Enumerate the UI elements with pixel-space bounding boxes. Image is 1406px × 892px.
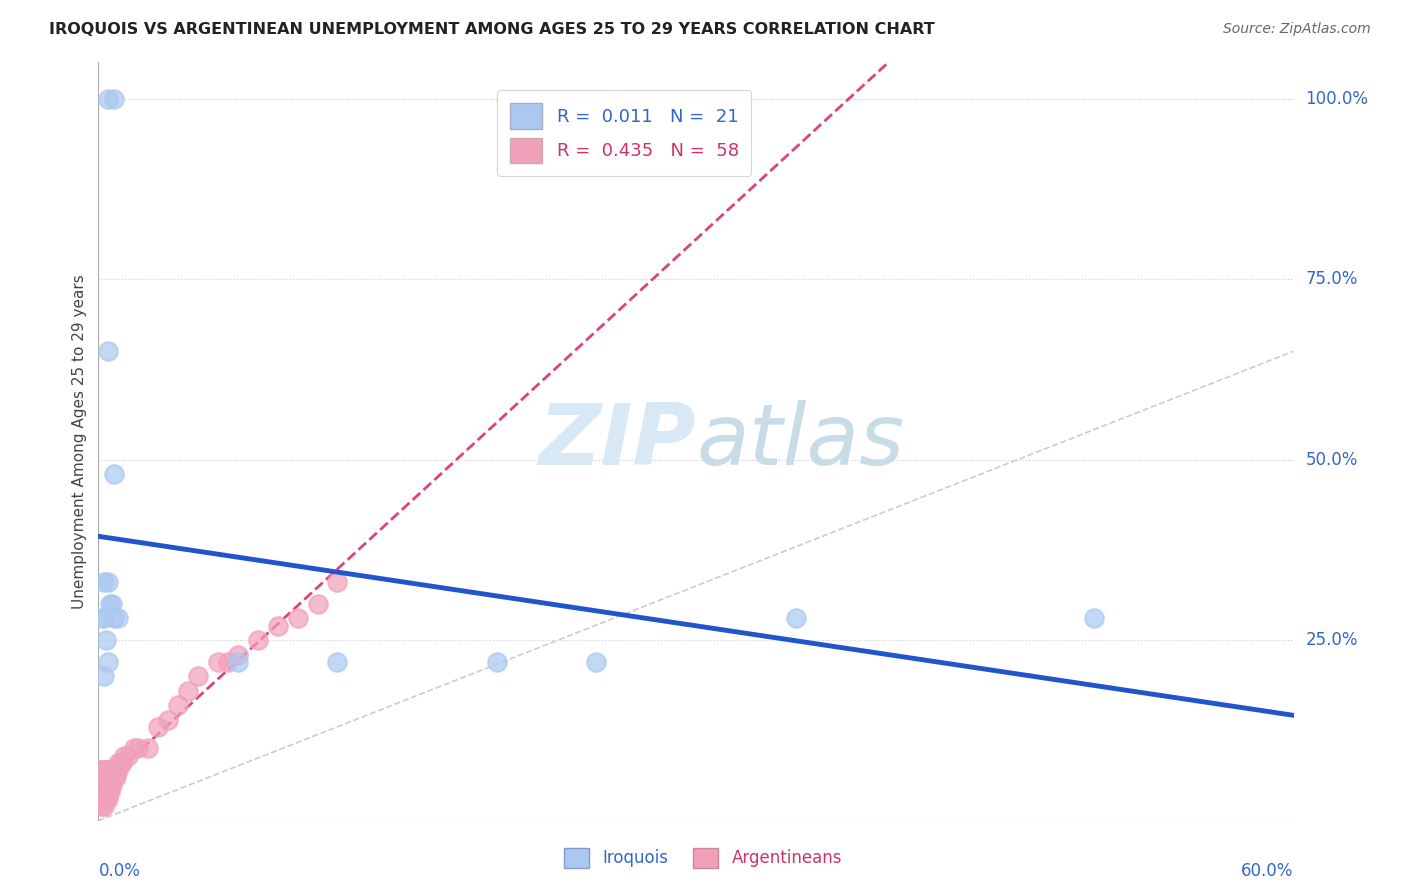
Point <box>107 763 129 777</box>
Point <box>124 741 146 756</box>
Point <box>226 655 249 669</box>
Point <box>267 618 290 632</box>
Point <box>217 655 239 669</box>
Point <box>89 792 111 806</box>
Point <box>96 633 118 648</box>
Point <box>485 655 508 669</box>
Point <box>97 655 120 669</box>
Point <box>93 770 115 784</box>
Point <box>93 575 115 590</box>
Point <box>98 778 122 792</box>
Point <box>226 648 249 662</box>
Point <box>107 611 129 625</box>
Point <box>97 91 120 105</box>
Point <box>103 467 125 481</box>
Point <box>307 597 329 611</box>
Text: 75.0%: 75.0% <box>1306 270 1358 288</box>
Point <box>101 770 124 784</box>
Text: 100.0%: 100.0% <box>1306 89 1368 108</box>
Point <box>103 91 125 105</box>
Point <box>105 770 128 784</box>
Point <box>785 611 807 625</box>
Point <box>326 575 349 590</box>
Point <box>127 741 149 756</box>
Point <box>96 785 118 799</box>
Point <box>93 792 115 806</box>
Point <box>91 770 114 784</box>
Text: atlas: atlas <box>696 400 904 483</box>
Point <box>96 792 118 806</box>
Point <box>157 713 180 727</box>
Point <box>93 785 115 799</box>
Point <box>97 763 120 777</box>
Text: 0.0%: 0.0% <box>98 863 141 880</box>
Point <box>93 611 115 625</box>
Point <box>103 763 125 777</box>
Point <box>187 669 209 683</box>
Point <box>91 611 114 625</box>
Point <box>91 763 114 777</box>
Point <box>98 597 122 611</box>
Point <box>98 763 122 777</box>
Point <box>97 785 120 799</box>
Point <box>97 575 120 590</box>
Point <box>103 611 125 625</box>
Point <box>91 778 114 792</box>
Point <box>148 720 170 734</box>
Point <box>93 778 115 792</box>
Point <box>93 669 115 683</box>
Y-axis label: Unemployment Among Ages 25 to 29 years: Unemployment Among Ages 25 to 29 years <box>72 274 87 609</box>
Point <box>91 799 114 814</box>
Point <box>326 655 349 669</box>
Text: 60.0%: 60.0% <box>1241 863 1294 880</box>
Point <box>117 748 139 763</box>
Point <box>1083 611 1105 625</box>
Point <box>97 344 120 359</box>
Point <box>105 763 128 777</box>
Point <box>136 741 159 756</box>
Point <box>101 763 124 777</box>
Legend: R =  0.011   N =  21, R =  0.435   N =  58: R = 0.011 N = 21, R = 0.435 N = 58 <box>498 90 751 176</box>
Point <box>96 778 118 792</box>
Legend: Iroquois, Argentineans: Iroquois, Argentineans <box>557 841 849 875</box>
Point <box>167 698 190 712</box>
Text: Source: ZipAtlas.com: Source: ZipAtlas.com <box>1223 22 1371 37</box>
Point <box>98 785 122 799</box>
Point <box>93 799 115 814</box>
Point <box>93 763 115 777</box>
Point <box>287 611 309 625</box>
Point <box>91 792 114 806</box>
Text: 50.0%: 50.0% <box>1306 450 1358 468</box>
Point <box>246 633 269 648</box>
Text: 25.0%: 25.0% <box>1306 632 1358 649</box>
Point <box>107 756 129 770</box>
Point <box>101 778 124 792</box>
Point <box>89 778 111 792</box>
Point <box>103 770 125 784</box>
Point <box>111 756 134 770</box>
Point <box>97 770 120 784</box>
Point <box>98 770 122 784</box>
Text: IROQUOIS VS ARGENTINEAN UNEMPLOYMENT AMONG AGES 25 TO 29 YEARS CORRELATION CHART: IROQUOIS VS ARGENTINEAN UNEMPLOYMENT AMO… <box>49 22 935 37</box>
Point <box>112 748 135 763</box>
Point <box>96 763 118 777</box>
Point <box>585 655 607 669</box>
Point <box>207 655 229 669</box>
Point <box>89 785 111 799</box>
Point <box>110 756 132 770</box>
Point <box>101 597 124 611</box>
Point <box>177 683 200 698</box>
Text: ZIP: ZIP <box>538 400 696 483</box>
Point <box>96 770 118 784</box>
Point <box>97 792 120 806</box>
Point <box>89 763 111 777</box>
